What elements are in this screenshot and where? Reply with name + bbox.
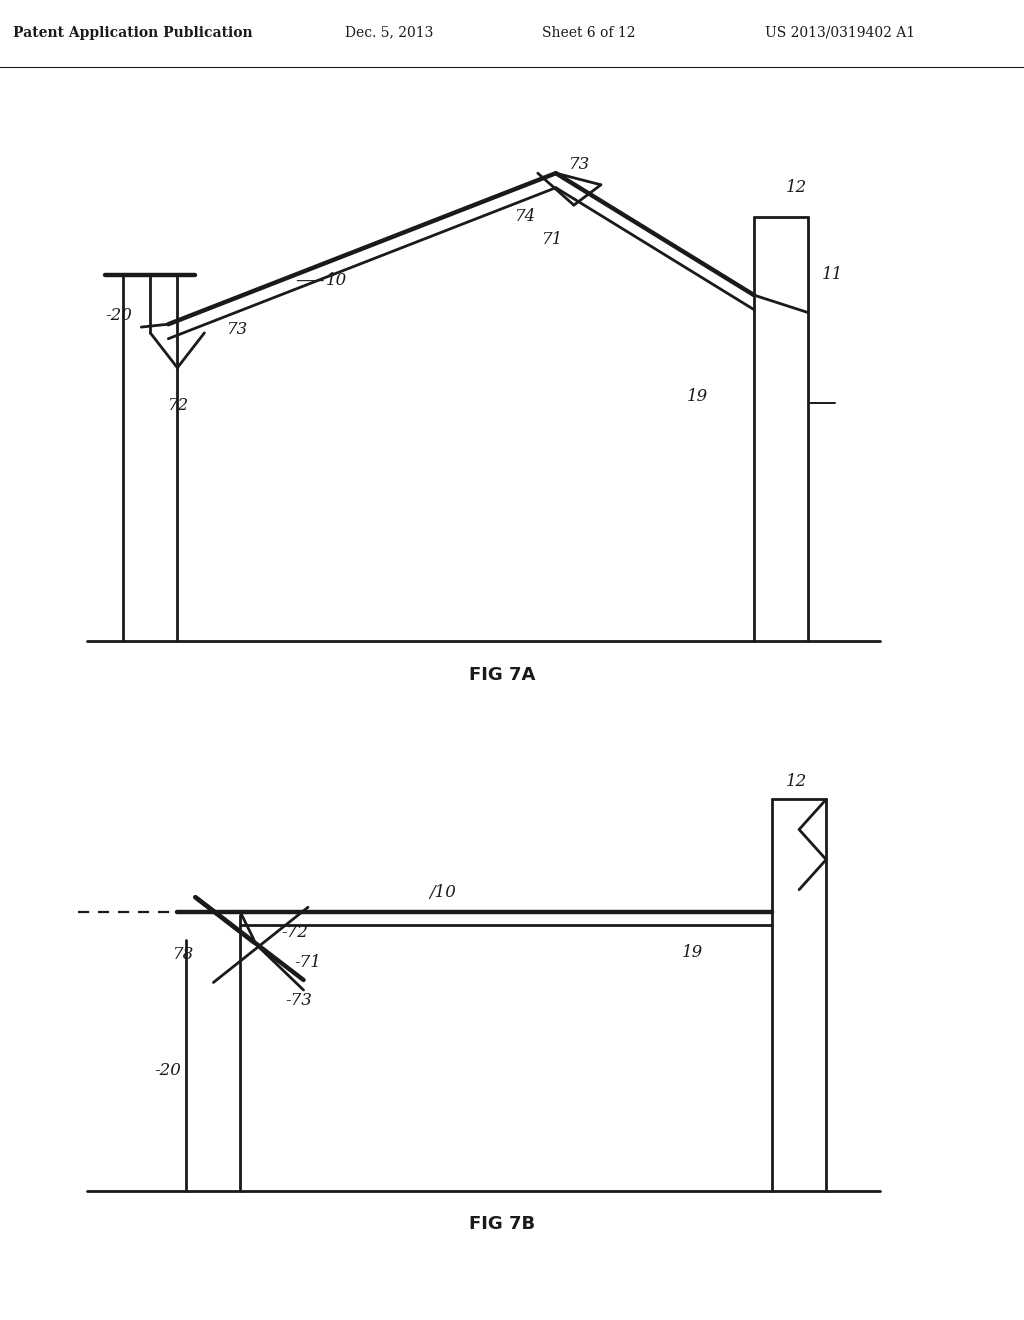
Text: 71: 71	[543, 231, 563, 248]
Text: 78: 78	[173, 946, 195, 964]
Text: 19: 19	[686, 388, 708, 405]
Text: 73: 73	[569, 156, 591, 173]
Text: Patent Application Publication: Patent Application Publication	[13, 25, 253, 40]
Text: Dec. 5, 2013: Dec. 5, 2013	[345, 25, 433, 40]
Text: 19: 19	[682, 944, 703, 961]
Text: US 2013/0319402 A1: US 2013/0319402 A1	[765, 25, 914, 40]
Text: 12: 12	[785, 774, 807, 791]
Text: 11: 11	[821, 267, 843, 284]
Text: 72: 72	[168, 397, 189, 414]
Text: -20: -20	[155, 1061, 181, 1078]
Text: 74: 74	[515, 209, 537, 226]
Text: -73: -73	[286, 991, 312, 1008]
Text: 73: 73	[227, 322, 248, 338]
Text: 10: 10	[326, 272, 347, 289]
Text: 12: 12	[785, 180, 807, 197]
Text: FIG 7A: FIG 7A	[469, 667, 535, 684]
Text: -71: -71	[295, 954, 322, 972]
Text: FIG 7B: FIG 7B	[469, 1216, 535, 1233]
Text: -20: -20	[105, 308, 132, 323]
Text: /10: /10	[430, 883, 457, 900]
Text: -72: -72	[281, 924, 308, 941]
Text: Sheet 6 of 12: Sheet 6 of 12	[542, 25, 636, 40]
